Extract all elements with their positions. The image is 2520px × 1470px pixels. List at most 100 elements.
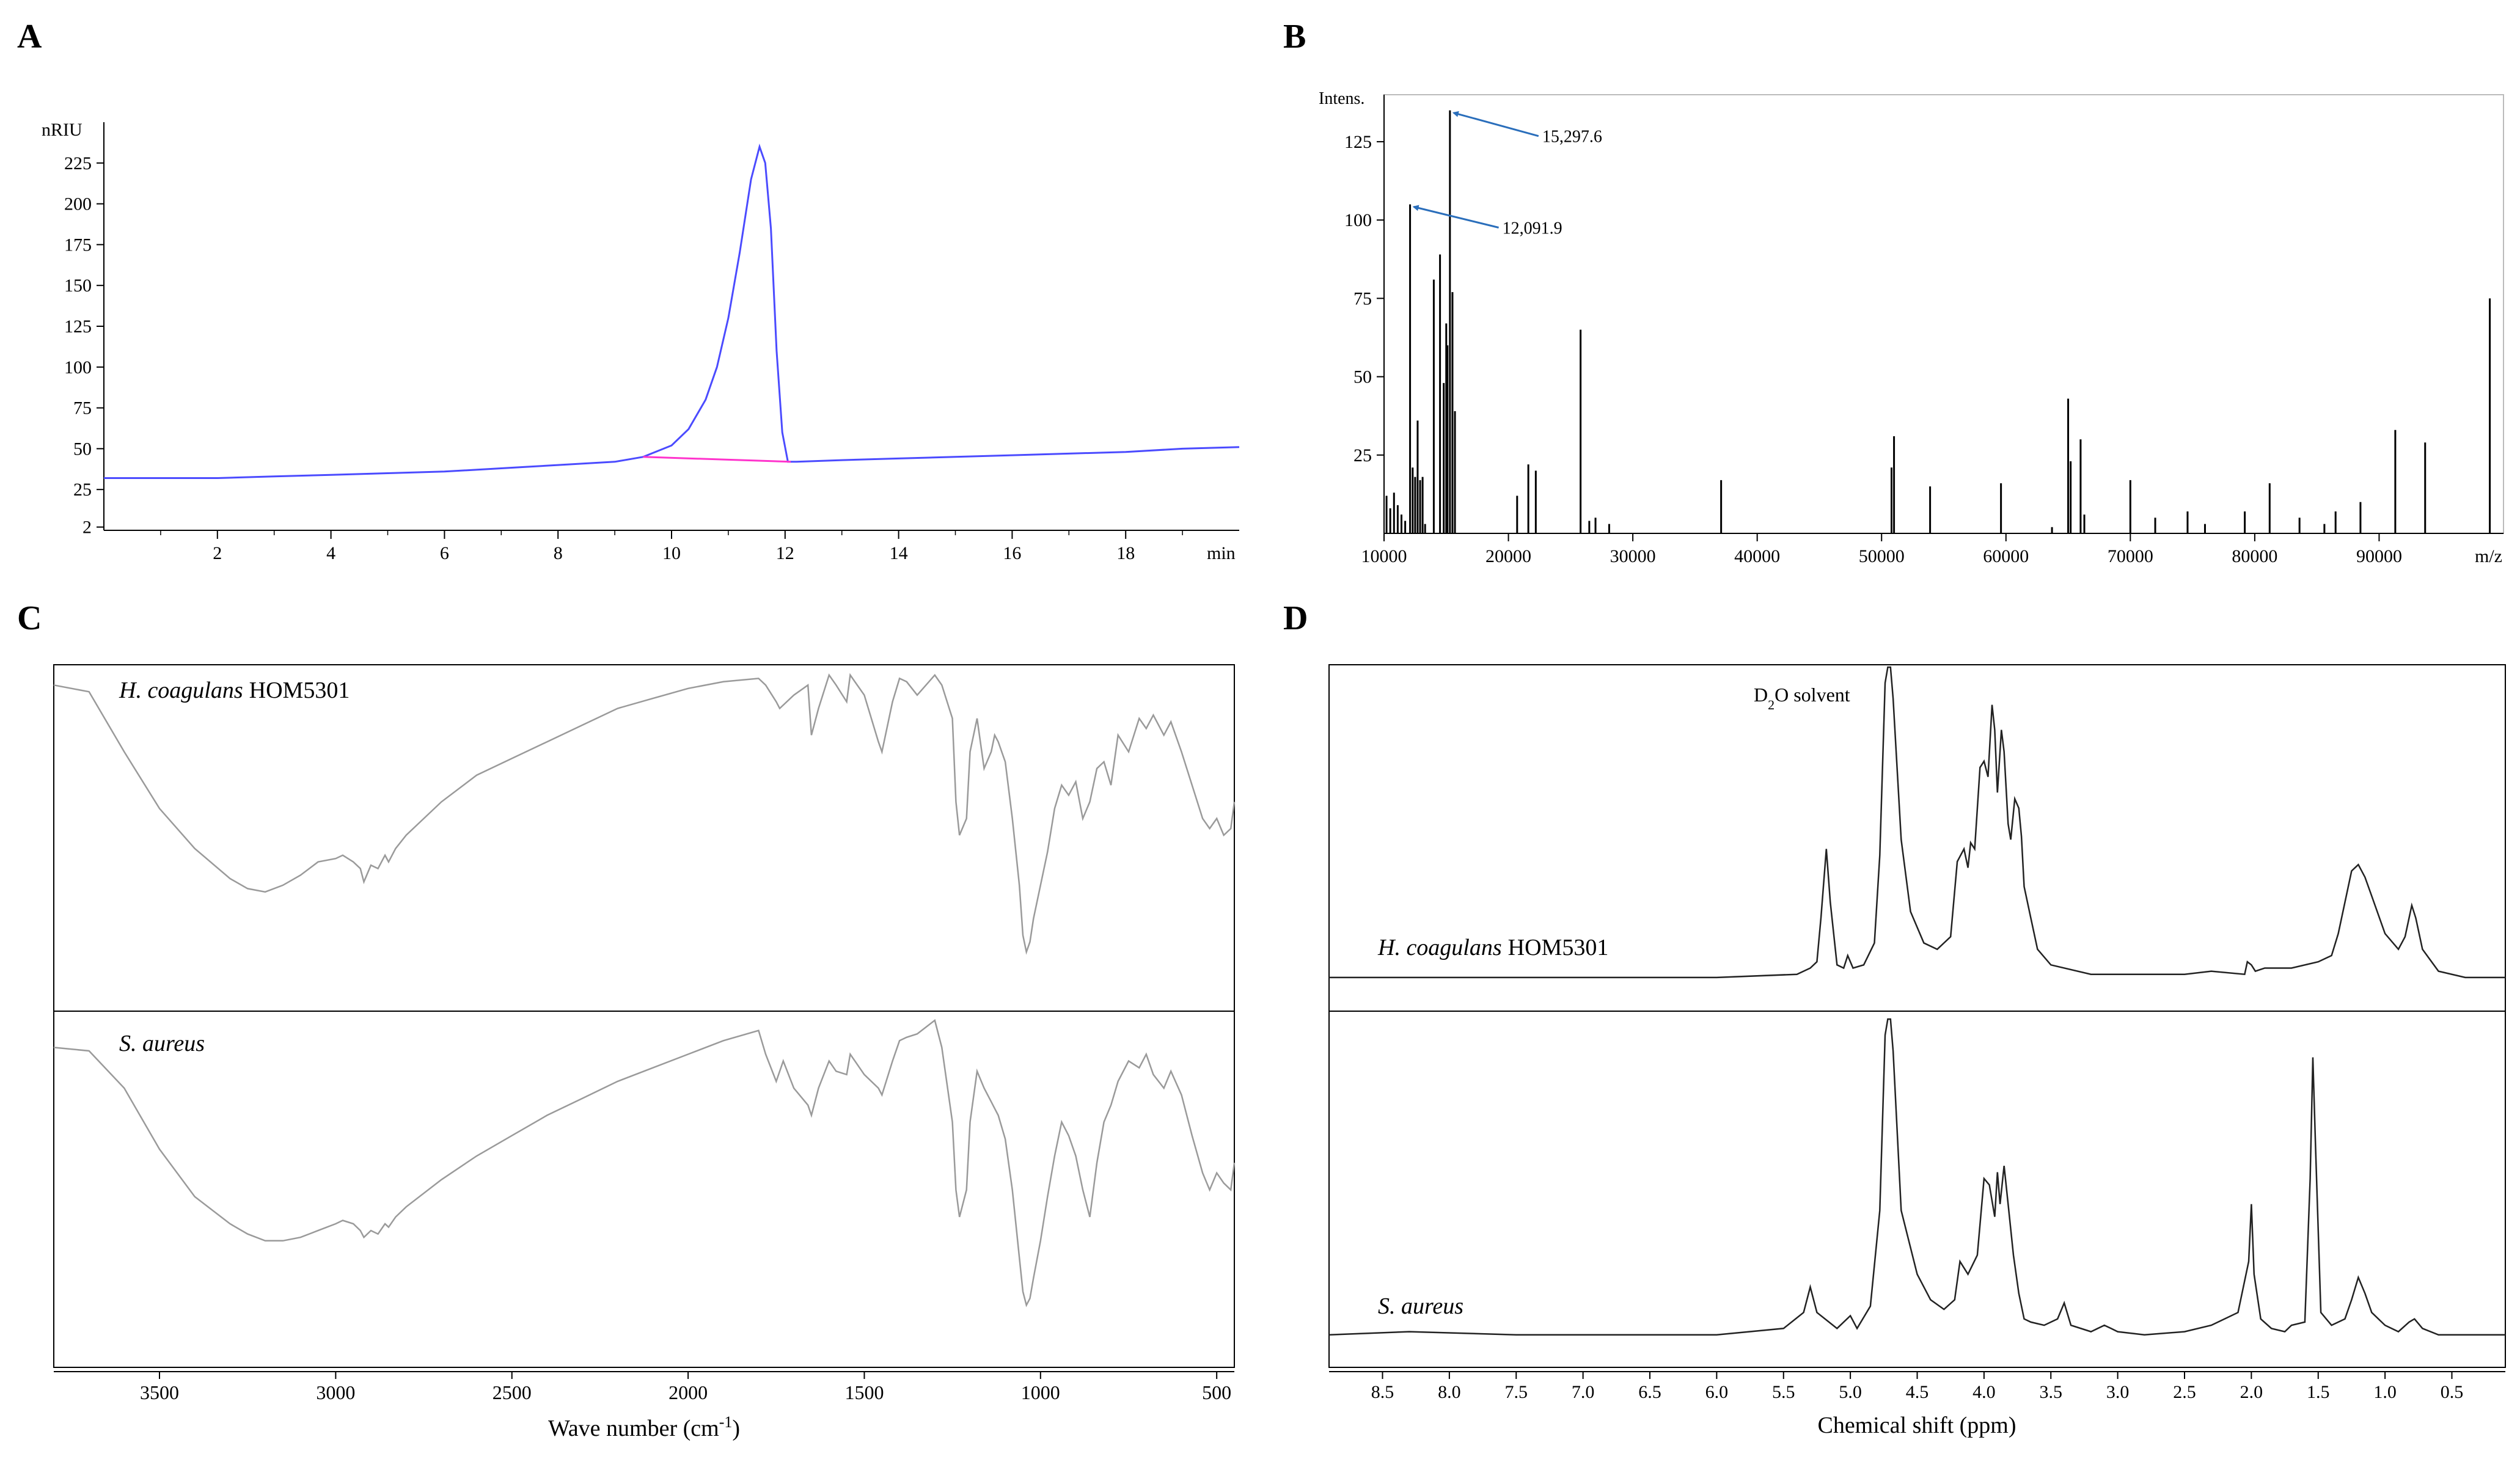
panel-c-xtick-label-2: 2500 <box>493 1381 532 1403</box>
panel-a-ri-trace <box>104 143 1240 479</box>
panel-d-spectrum-h-coagulans <box>1329 666 2505 979</box>
panel-a-x-axis-label: min <box>1207 543 1236 563</box>
panel-c-xtick-label-0: 3500 <box>140 1381 179 1403</box>
panel-b-xtick-label-4: 50000 <box>1859 546 1905 566</box>
panel-b-annotation-12091: 12,091.9 <box>1503 219 1562 238</box>
panel-d-xtick-label-1: 8.0 <box>1438 1382 1461 1402</box>
panel-b-xtick-label-5: 60000 <box>1983 546 2029 566</box>
panel-c-xtick-label-4: 1500 <box>844 1381 884 1403</box>
panel-b-xtick-label-1: 20000 <box>1485 546 1531 566</box>
panel-b-ytick-label-3: 100 <box>1344 210 1372 230</box>
panel-d-solvent-sub: 2 <box>1768 697 1775 712</box>
panel-d-xtick-label-10: 3.5 <box>2040 1382 2063 1402</box>
panel-c-spectrum-h-coagulans <box>53 673 1236 955</box>
panel-a-xtick-label-3: 8 <box>554 543 563 563</box>
panel-d-xtick-label-5: 6.0 <box>1705 1382 1729 1402</box>
panel-d-xtick-label-4: 6.5 <box>1638 1382 1661 1402</box>
panel-a-y-axis-label: nRIU <box>42 120 82 140</box>
panel-letter-c: C <box>17 599 42 637</box>
panel-a-ytick-label-4: 100 <box>64 357 92 378</box>
panel-a-integration-baseline <box>643 456 791 463</box>
panel-d-xtick-label-8: 4.5 <box>1906 1382 1929 1402</box>
panel-a-xtick-label-7: 16 <box>1003 543 1021 563</box>
panel-d-xtick-label-15: 1.0 <box>2373 1382 2397 1402</box>
panel-a-xtick-label-8: 18 <box>1116 543 1135 563</box>
panel-c-spectrum-s-aureus <box>53 1018 1236 1307</box>
panel-b-arrow-15297 <box>1452 111 1539 137</box>
panel-d-nmr: 8.5 8.0 7.5 7.0 6.5 6.0 5.5 5.0 4.5 4.0 3.5 3.0 2.5 2… <box>1328 664 2506 1438</box>
panel-b-annotation-15297: 15,297.6 <box>1542 128 1602 147</box>
panel-d-xtick-label-7: 5.0 <box>1839 1382 1862 1402</box>
panel-d-label-h-coagulans-strain: HOM5301 <box>1508 935 1609 960</box>
panel-a-ytick-label-6: 150 <box>64 276 92 296</box>
panel-d-label-s-aureus: S. aureus <box>1378 1293 1463 1319</box>
panel-c-x-axis-label-tail: ) <box>732 1416 740 1441</box>
panel-b-xtick-label-6: 70000 <box>2108 546 2153 566</box>
panel-c-x-axis-label: Wave number (cm-1) <box>548 1413 740 1442</box>
panel-a-ytick-label-7: 175 <box>64 235 92 255</box>
panel-c-xtick-label-5: 1000 <box>1021 1381 1060 1403</box>
panel-b-x-axis-label: m/z <box>2475 546 2502 566</box>
panel-d-solvent-tail: O solvent <box>1775 684 1850 706</box>
panel-b-xtick-label-8: 90000 <box>2356 546 2402 566</box>
panel-b-xtick-label-7: 80000 <box>2232 546 2277 566</box>
panel-b-plot-frame <box>1383 94 2504 534</box>
panel-d-xtick-label-3: 7.0 <box>1572 1382 1595 1402</box>
panel-c-xtick-label-3: 2000 <box>668 1381 708 1403</box>
panel-a-ytick-label-1: 25 <box>73 480 92 500</box>
panel-a-ytick-label-5: 125 <box>64 316 92 337</box>
panel-c-label-s-aureus: S. aureus <box>119 1031 205 1056</box>
panel-c-ftir: 3500 3000 2500 2000 1500 1000 500 H. coagulans… <box>53 664 1236 1442</box>
panel-a-xtick-label-0: 2 <box>213 543 222 563</box>
panel-c-label-h-coagulans: H. coagulans HOM5301 <box>119 678 350 703</box>
panel-a-ytick-label-8: 200 <box>64 194 92 214</box>
panel-a-ytick-label-0: 2 <box>82 517 92 538</box>
panel-d-xtick-label-13: 2.0 <box>2240 1382 2263 1402</box>
panel-a-xtick-label-6: 14 <box>890 543 908 563</box>
panel-a-xtick-label-4: 10 <box>662 543 681 563</box>
panel-d-solvent-d: D <box>1754 684 1768 706</box>
panel-b-xtick-label-2: 30000 <box>1610 546 1656 566</box>
panel-b-ytick-label-4: 125 <box>1344 132 1372 152</box>
panel-c-label-h-coagulans-italic: H. coagulans <box>119 678 243 703</box>
panel-d-xtick-label-2: 7.5 <box>1505 1382 1528 1402</box>
panel-a-ytick-label-9: 225 <box>64 153 92 174</box>
panel-b-y-axis-label: Intens. <box>1319 89 1364 108</box>
panel-letter-d: D <box>1283 599 1308 637</box>
panel-c-xtick-label-6: 500 <box>1202 1381 1231 1403</box>
panel-b-arrow-12091 <box>1412 205 1499 229</box>
panel-b-xtick-label-3: 40000 <box>1734 546 1780 566</box>
panel-a-ytick-label-2: 50 <box>73 439 92 459</box>
panel-letter-b: B <box>1283 18 1306 56</box>
panel-c-plot-frame <box>53 664 1235 1368</box>
panel-d-xtick-label-14: 1.5 <box>2307 1382 2330 1402</box>
panel-d-spectrum-s-aureus <box>1328 1018 2505 1336</box>
panel-a-xtick-label-1: 4 <box>326 543 335 563</box>
panel-c-x-axis-label-sup: -1 <box>719 1413 733 1431</box>
panel-d-label-h-coagulans-italic: H. coagulans <box>1377 935 1502 960</box>
panel-d-xtick-label-11: 3.0 <box>2106 1382 2130 1402</box>
panel-b-ytick-label-2: 75 <box>1353 288 1372 309</box>
panel-a-xtick-label-2: 6 <box>440 543 449 563</box>
panel-b-ytick-label-1: 50 <box>1353 367 1372 387</box>
panel-b-xtick-label-0: 10000 <box>1361 546 1407 566</box>
panel-d-label-h-coagulans: H. coagulans HOM5301 <box>1377 935 1608 960</box>
panel-c-x-axis-label-main: Wave number (cm <box>548 1416 719 1441</box>
panel-letter-a: A <box>17 18 42 56</box>
panel-a-ytick-label-3: 75 <box>73 398 92 419</box>
panel-d-xtick-label-0: 8.5 <box>1371 1382 1394 1402</box>
panel-b-ytick-label-0: 25 <box>1353 445 1372 466</box>
panel-d-xtick-label-9: 4.0 <box>1972 1382 1996 1402</box>
panel-d-solvent-annotation: D2O solvent <box>1754 684 1850 712</box>
panel-d-plot-frame <box>1328 664 2506 1368</box>
panel-d-xtick-label-6: 5.5 <box>1772 1382 1795 1402</box>
panel-b-mass-spectrum: 25 50 75 100 125 10000 20000 30000 40000 50000 60… <box>1319 89 2504 566</box>
panel-c-label-h-coagulans-strain: HOM5301 <box>249 678 350 703</box>
panel-c-xtick-label-1: 3000 <box>316 1381 355 1403</box>
panel-a-xtick-label-5: 12 <box>776 543 794 563</box>
panel-d-xtick-label-16: 0.5 <box>2441 1382 2464 1402</box>
panel-d-xtick-label-12: 2.5 <box>2173 1382 2196 1402</box>
panel-d-x-axis-label: Chemical shift (ppm) <box>1817 1413 2016 1438</box>
